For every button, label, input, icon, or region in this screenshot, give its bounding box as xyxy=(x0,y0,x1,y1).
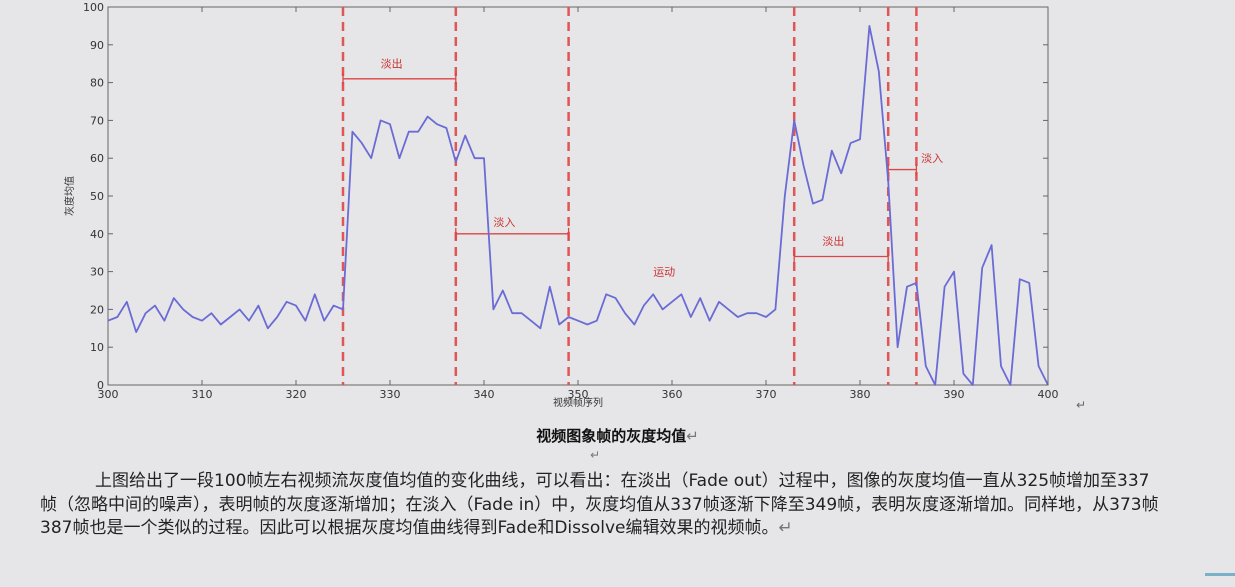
x-tick-label: 330 xyxy=(380,388,401,401)
x-tick-label: 350 xyxy=(568,388,589,401)
body-paragraph-text: 上图给出了一段100帧左右视频流灰度值均值的变化曲线，可以看出：在淡出（Fade… xyxy=(40,471,1159,538)
paragraph-mark: ↵ xyxy=(778,518,793,538)
figure-caption-text: 视频图象帧的灰度均值 xyxy=(536,427,687,445)
y-tick-label: 70 xyxy=(90,114,104,127)
x-tick-label: 320 xyxy=(286,388,307,401)
x-axis-label: 视频帧序列 xyxy=(553,396,603,409)
x-tick-label: 380 xyxy=(850,388,871,401)
paragraph-mark: ↵ xyxy=(1076,398,1086,412)
x-tick-label: 310 xyxy=(192,388,213,401)
gray-mean-chart: 300 310 320 330 340 350 360 370 380 390 400 0 10 20 30… xyxy=(63,1,1086,412)
y-tick-label: 50 xyxy=(90,190,104,203)
annotation-label: 淡入 xyxy=(921,152,943,165)
boundary-lines xyxy=(341,7,918,385)
tick-layer: 300 310 320 330 340 350 360 370 380 390 400 0 10 20 30… xyxy=(83,1,1059,401)
y-tick-label: 40 xyxy=(90,228,104,241)
y-tick-label: 60 xyxy=(90,152,104,165)
y-tick-label: 0 xyxy=(97,379,104,392)
plot-frame xyxy=(107,6,1049,386)
figure-caption: 视频图象帧的灰度均值↵ xyxy=(0,425,1235,446)
x-tick-label: 300 xyxy=(98,388,119,401)
x-tick-label: 360 xyxy=(662,388,683,401)
annotation-label: 淡出 xyxy=(822,234,844,248)
y-tick-label: 20 xyxy=(90,303,104,316)
annotation-label: 淡出 xyxy=(381,56,403,70)
x-tick-label: 390 xyxy=(944,388,965,401)
y-axis-label: 灰度均值 xyxy=(63,176,76,216)
y-tick-label: 80 xyxy=(90,77,104,90)
scroll-indicator xyxy=(1205,573,1235,576)
gray-mean-line xyxy=(107,24,1049,386)
paragraph-mark: ↵ xyxy=(686,427,699,445)
x-tick-label: 370 xyxy=(756,388,777,401)
series-layer xyxy=(107,24,1049,386)
y-tick-label: 10 xyxy=(90,341,104,354)
y-tick-label: 30 xyxy=(90,266,104,279)
annotation-brackets xyxy=(342,72,918,263)
annotation-label: 运动 xyxy=(653,265,675,278)
body-paragraph: 上图给出了一段100帧左右视频流灰度值均值的变化曲线，可以看出：在淡出（Fade… xyxy=(40,470,1160,541)
y-tick-label: 90 xyxy=(90,39,104,52)
x-tick-label: 400 xyxy=(1038,388,1059,401)
annotation-label: 淡入 xyxy=(493,216,515,229)
y-tick-label: 100 xyxy=(83,1,104,14)
x-tick-label: 340 xyxy=(474,388,495,401)
empty-paragraph-mark: ↵ xyxy=(590,448,601,462)
